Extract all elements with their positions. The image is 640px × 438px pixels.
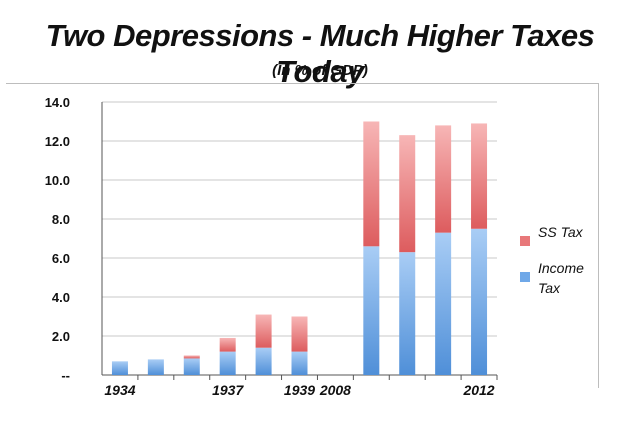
legend: SS Tax Income Tax (520, 222, 590, 310)
x-tick-label: 1937 (212, 382, 244, 398)
bar-income-tax-1937 (219, 351, 236, 375)
bar-ss-tax-1939 (291, 316, 308, 352)
bar-income-tax-1939 (291, 351, 308, 375)
bar-income-tax-1935 (147, 359, 164, 375)
y-tick-label: 2.0 (52, 329, 70, 344)
bar-ss-tax-1936 (183, 355, 200, 359)
chart-title: Two Depressions - Much Higher Taxes Toda… (45, 18, 595, 89)
chart-subtitle: (In % of GDP) (272, 62, 368, 79)
legend-swatch-income-tax (520, 272, 530, 282)
bar-income-tax-1936 (183, 358, 200, 375)
legend-item-ss-tax: SS Tax (520, 222, 590, 246)
bar-ss-tax-1938 (255, 314, 272, 348)
x-tick-label: 2008 (319, 382, 351, 398)
y-tick-label: 12.0 (45, 134, 70, 149)
y-tick-label: 14.0 (45, 95, 70, 110)
bar-ss-tax-2012 (471, 123, 488, 229)
bar-ss-tax-2010 (399, 135, 416, 253)
bar-income-tax-2009 (363, 246, 380, 375)
bar-income-tax-2012 (471, 228, 488, 375)
y-tick-label: 8.0 (52, 212, 70, 227)
legend-swatch-ss-tax (520, 236, 530, 246)
bar-ss-tax-1937 (219, 337, 236, 352)
legend-label-income-tax: Income Tax (538, 260, 584, 296)
y-tick-label: -- (61, 368, 70, 383)
x-tick-label: 1934 (104, 382, 135, 398)
bar-income-tax-2010 (399, 252, 416, 375)
bar-income-tax-1934 (111, 361, 128, 375)
y-tick-label: 4.0 (52, 290, 70, 305)
y-tick-label: 10.0 (45, 173, 70, 188)
x-tick-label: 1939 (284, 382, 315, 398)
bar-income-tax-1938 (255, 347, 272, 375)
x-tick-label: 2012 (462, 382, 494, 398)
y-tick-label: 6.0 (52, 251, 70, 266)
bar-income-tax-2011 (435, 232, 452, 375)
legend-label-ss-tax: SS Tax (538, 224, 583, 240)
legend-item-income-tax: Income Tax (520, 258, 590, 298)
bar-ss-tax-2009 (363, 121, 380, 247)
bar-ss-tax-2011 (435, 125, 452, 233)
plot-frame (6, 83, 599, 388)
